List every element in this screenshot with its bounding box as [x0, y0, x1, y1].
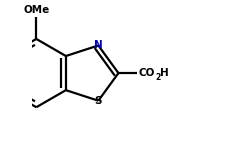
Text: CO: CO: [139, 68, 155, 78]
Text: OMe: OMe: [23, 5, 49, 15]
Text: N: N: [94, 40, 103, 50]
Text: 2: 2: [155, 73, 161, 82]
Text: H: H: [160, 68, 169, 78]
Text: S: S: [95, 96, 102, 106]
